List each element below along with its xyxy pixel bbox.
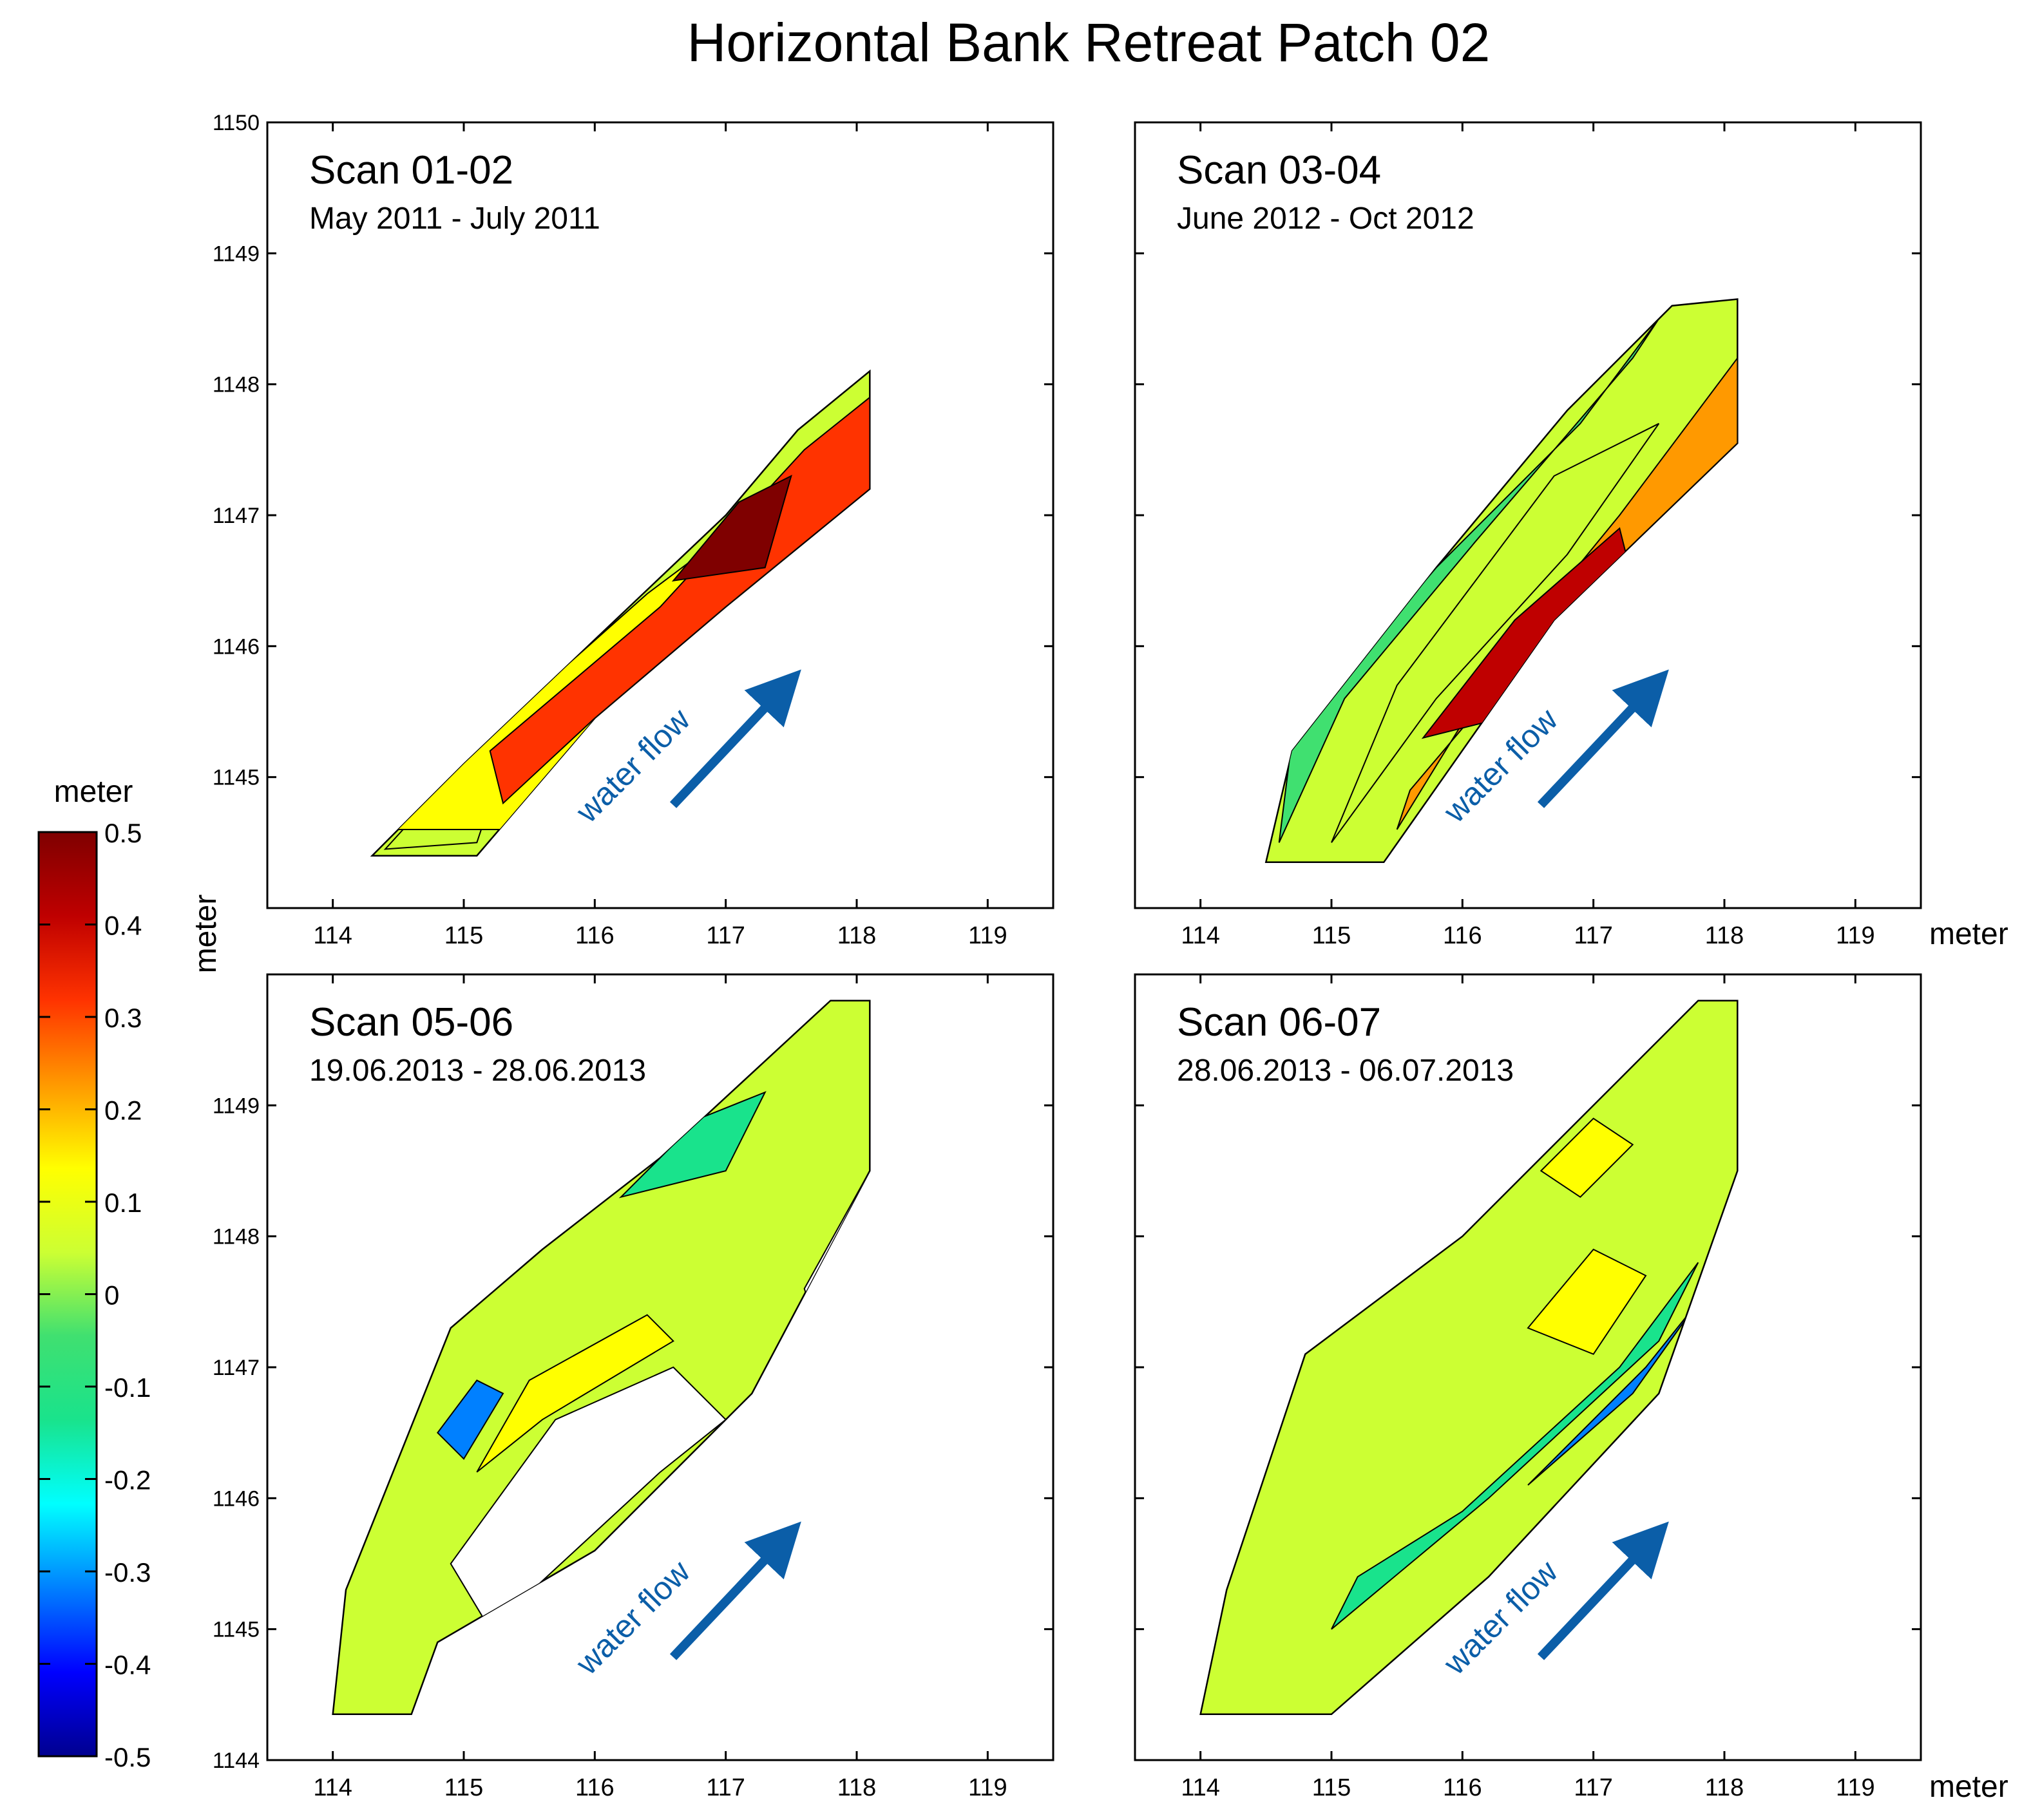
y-tick-label: 1148 [213,373,260,397]
panels: 114 115 116 117 118 1191150114911481147114611… [213,111,1922,1801]
x-tick-label: 119 [968,922,1007,949]
y-tick-label: 1145 [213,1618,260,1642]
panel-subtitle: 19.06.2013 - 28.06.2013 [309,1054,646,1088]
panel-1: 114 115 116 117 118 119 1150 1149 1148 1147 1146 11… [213,111,1054,949]
colorbar-tick-label: 0.4 [104,911,142,941]
contour-region [436,1379,504,1460]
colorbar-tick-label: 0.2 [104,1095,142,1126]
contour-region [1331,422,1660,843]
water-flow-arrow [1537,1521,1669,1660]
y-tick-label: 1146 [213,1486,260,1511]
contour-region [1527,1248,1647,1355]
colorbar-tick-label: 0 [104,1280,119,1311]
panel-subtitle: 28.06.2013 - 06.07.2013 [1177,1054,1514,1088]
y-tick-label: 1144 [213,1749,260,1773]
x-tick-label: 114 [313,1774,352,1801]
panel-subtitle: May 2011 - July 2011 [309,202,600,236]
panel-title: Scan 05-06 [309,1000,513,1045]
panel-subtitle: June 2012 - Oct 2012 [1177,202,1474,236]
figure-title: Horizontal Bank Retreat Patch 02 [687,12,1491,73]
colorbar-ticks: 0.5 0.4 0.3 0.2 0.1 0 -0.1 -0.2 -0.3 -0.4 -0.5 [39,818,151,1772]
x-tick-label: 115 [444,1774,484,1801]
panel-2: 114 115 116 117 118 119 Scan 03-04 June 2012 - … [1134,121,1922,949]
x-tick-label: 117 [1574,1774,1613,1801]
x-tick-label: 118 [837,1774,877,1801]
x-tick-label: 119 [1836,922,1875,949]
y-tick-label: 1145 [213,766,260,790]
y-tick-label: 1149 [213,242,260,266]
x-tick-label: 117 [1574,922,1613,949]
contour-region [476,1314,674,1473]
colorbar-tick-label: -0.1 [104,1372,151,1403]
x-tick-label: 116 [575,1774,615,1801]
colorbar-tick-label: -0.3 [104,1557,151,1588]
x-tick-label: 117 [706,922,745,949]
y-axis-label: meter [189,895,223,974]
axes-frame [266,121,1054,909]
colorbar-tick-label: -0.2 [104,1465,151,1495]
x-tick-label: 114 [313,922,352,949]
no-data-hole [450,1366,727,1631]
y-tick-label: 1147 [213,504,260,528]
x-tick-label: 117 [706,1774,745,1801]
x-tick-label: 119 [1836,1774,1875,1801]
x-tick-label: 116 [1443,1774,1482,1801]
surface-outline [1199,1000,1739,1716]
panel-title: Scan 01-02 [309,148,513,193]
y-tick-label: 1148 [213,1225,260,1249]
x-tick-label: 116 [575,922,615,949]
water-flow-arrow [669,669,801,808]
x-tick-label: 114 [1181,922,1220,949]
panel-title: Scan 06-07 [1177,1000,1381,1045]
colorbar-tick-label: 0.1 [104,1188,142,1218]
y-tick-label: 1147 [213,1356,260,1380]
x-tick-label: 115 [1312,1774,1351,1801]
x-axis-label-bottom: meter [1929,1770,2008,1804]
water-flow-arrow [669,1521,801,1660]
x-tick-label: 115 [1312,922,1351,949]
colorbar-tick-label: 0.3 [104,1003,142,1033]
x-tick-label: 118 [1705,1774,1744,1801]
water-flow-label: water flow [568,1553,697,1682]
colorbar-tick-label: 0.5 [104,818,142,848]
colorbar-tick-label: -0.4 [104,1650,151,1680]
colorbar-unit-label: meter [54,775,133,809]
y-tick-label: 1146 [213,634,260,659]
x-tick-label: 119 [968,1774,1007,1801]
x-tick-label: 118 [837,922,877,949]
contour-region [1331,1262,1699,1630]
contour-region [671,475,792,582]
colorbar-tick-label: -0.5 [104,1742,151,1772]
y-tick-label: 1149 [213,1094,260,1118]
x-tick-label: 118 [1705,922,1744,949]
panel-4: 114 115 116 117 118 119 Scan 06-07 28.06.2013 -… [1134,973,1922,1801]
x-tick-label: 114 [1181,1774,1220,1801]
water-flow-arrow [1537,669,1669,808]
panel-3: 114 115 116 117 118 119 1149 1148 1147 1146 1145 11… [213,973,1054,1801]
panel-title: Scan 03-04 [1177,148,1381,193]
x-tick-label: 115 [444,922,484,949]
contour-region [1540,1117,1634,1198]
x-axis-label-top: meter [1929,917,2008,951]
y-tick-label: 1150 [213,111,260,135]
x-tick-label: 116 [1443,922,1482,949]
